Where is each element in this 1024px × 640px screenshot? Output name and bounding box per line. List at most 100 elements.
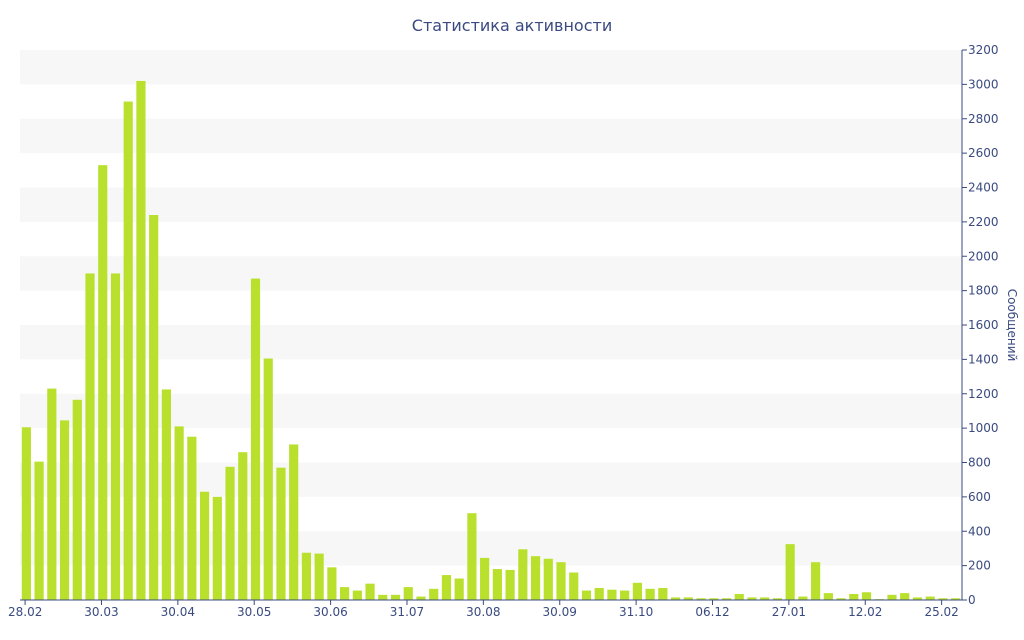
- bar[interactable]: [785, 544, 795, 600]
- bar[interactable]: [34, 461, 44, 600]
- bar[interactable]: [951, 598, 961, 600]
- y-tick-label: 200: [968, 559, 991, 573]
- bar[interactable]: [301, 552, 312, 600]
- bar[interactable]: [378, 594, 388, 600]
- y-tick-label: 1600: [968, 318, 999, 332]
- bar[interactable]: [518, 549, 528, 600]
- bar[interactable]: [200, 491, 210, 600]
- bar[interactable]: [823, 593, 833, 601]
- bar[interactable]: [594, 587, 604, 600]
- y-tick-label: 1800: [968, 284, 999, 298]
- y-tick-label: 400: [968, 524, 991, 538]
- bar[interactable]: [938, 598, 948, 600]
- bar[interactable]: [505, 569, 515, 600]
- x-tick-label: 27.01: [772, 605, 806, 619]
- bar[interactable]: [543, 558, 553, 600]
- bar[interactable]: [632, 582, 642, 600]
- bar[interactable]: [250, 278, 261, 600]
- y-axis: 0 200 400 600 800 1000 1200 1400 1600 1800 2000 220…: [961, 43, 999, 607]
- bar[interactable]: [174, 426, 184, 600]
- bar[interactable]: [340, 587, 350, 600]
- y-tick-label: 1000: [968, 421, 999, 435]
- bar[interactable]: [849, 593, 859, 600]
- bar[interactable]: [900, 593, 910, 601]
- bar[interactable]: [403, 587, 413, 600]
- bar[interactable]: [149, 215, 159, 600]
- bar[interactable]: [212, 496, 222, 601]
- bar[interactable]: [658, 587, 668, 600]
- bar[interactable]: [645, 588, 655, 600]
- bar[interactable]: [696, 598, 706, 600]
- plot-band: [20, 187, 962, 222]
- bar[interactable]: [925, 596, 935, 600]
- bar[interactable]: [467, 513, 477, 600]
- bar[interactable]: [454, 578, 464, 600]
- bar[interactable]: [161, 389, 171, 600]
- bar[interactable]: [85, 273, 95, 600]
- x-tick-label: 12.02: [848, 605, 882, 619]
- bar[interactable]: [123, 101, 133, 600]
- y-tick-label: 2400: [968, 181, 999, 195]
- bar[interactable]: [136, 80, 146, 600]
- x-tick-label: 25.02: [924, 605, 958, 619]
- bar[interactable]: [416, 596, 426, 600]
- bar[interactable]: [581, 590, 592, 600]
- bar[interactable]: [21, 427, 31, 600]
- y-tick-label: 2200: [968, 215, 999, 229]
- y-tick-label: 1200: [968, 387, 999, 401]
- bar[interactable]: [747, 597, 757, 600]
- y-tick-label: 1400: [968, 352, 999, 366]
- x-tick-label: 31.10: [619, 605, 653, 619]
- bar[interactable]: [352, 590, 362, 600]
- bar[interactable]: [569, 572, 579, 601]
- bar[interactable]: [390, 594, 401, 600]
- bar[interactable]: [289, 444, 299, 600]
- bar[interactable]: [263, 358, 273, 600]
- bar[interactable]: [836, 598, 846, 600]
- bar[interactable]: [683, 597, 693, 600]
- bar[interactable]: [709, 598, 719, 600]
- plot-band: [20, 256, 962, 291]
- bar[interactable]: [811, 562, 821, 600]
- bar[interactable]: [276, 467, 286, 600]
- plot-band: [20, 393, 962, 429]
- bar[interactable]: [671, 597, 681, 600]
- bar[interactable]: [314, 553, 324, 600]
- bar[interactable]: [607, 589, 617, 600]
- bar[interactable]: [760, 597, 770, 600]
- bar[interactable]: [98, 165, 108, 600]
- bar-series: [21, 80, 961, 601]
- bar[interactable]: [480, 557, 490, 600]
- y-tick-label: 2000: [968, 249, 999, 263]
- bar[interactable]: [59, 420, 70, 600]
- bar[interactable]: [887, 594, 897, 600]
- bar[interactable]: [225, 466, 235, 600]
- x-tick-label: 06.12: [695, 605, 729, 619]
- x-tick-label: 31.07: [390, 605, 424, 619]
- bar[interactable]: [429, 588, 439, 600]
- bar[interactable]: [441, 575, 452, 600]
- bar[interactable]: [72, 399, 82, 600]
- bar[interactable]: [721, 598, 732, 600]
- bar[interactable]: [772, 598, 783, 600]
- x-tick-label: 30.04: [161, 605, 195, 619]
- bar[interactable]: [187, 436, 197, 600]
- bar[interactable]: [110, 273, 121, 600]
- y-tick-label: 0: [968, 593, 976, 607]
- bar[interactable]: [861, 592, 872, 600]
- bar[interactable]: [492, 569, 502, 600]
- bar[interactable]: [912, 597, 923, 600]
- plot-band: [20, 50, 962, 85]
- bar[interactable]: [556, 562, 566, 600]
- bar[interactable]: [238, 452, 248, 600]
- bar[interactable]: [327, 567, 337, 600]
- y-tick-label: 2800: [968, 112, 999, 126]
- bar[interactable]: [47, 388, 57, 600]
- bar[interactable]: [798, 596, 808, 600]
- bar[interactable]: [530, 556, 541, 600]
- bar[interactable]: [365, 583, 375, 600]
- bar[interactable]: [620, 590, 630, 600]
- plot-bands: [20, 50, 962, 566]
- bar[interactable]: [734, 593, 744, 600]
- plot-band: [20, 462, 962, 497]
